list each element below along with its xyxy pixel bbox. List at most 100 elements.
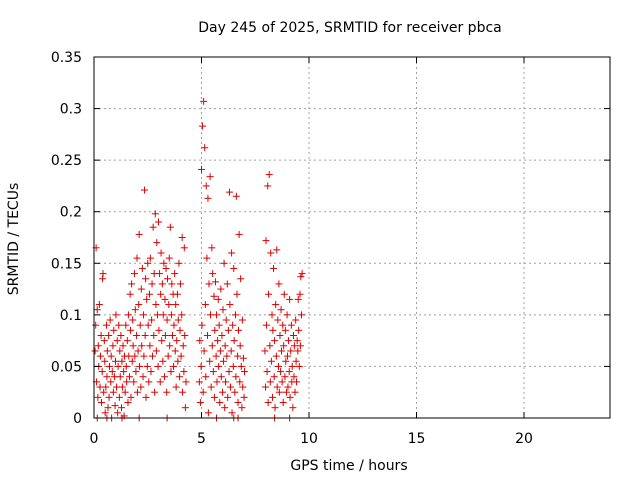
data-point — [105, 393, 113, 401]
data-point — [224, 393, 232, 401]
data-point — [218, 331, 226, 339]
data-point — [235, 230, 243, 238]
data-point — [210, 292, 218, 300]
data-point — [171, 347, 179, 355]
data-point — [129, 316, 137, 324]
grid-layer — [94, 57, 610, 418]
data-point — [125, 373, 133, 381]
data-point — [92, 321, 100, 329]
data-point — [168, 280, 176, 288]
data-point — [161, 331, 169, 339]
data-point — [262, 383, 270, 391]
data-point — [224, 326, 232, 334]
points-layer — [91, 97, 306, 422]
data-point — [202, 182, 210, 190]
data-point — [196, 399, 204, 407]
data-point — [204, 331, 212, 339]
data-point — [233, 290, 241, 298]
x-tick-label: 5 — [197, 431, 206, 447]
data-point — [238, 316, 246, 324]
data-point — [198, 321, 206, 329]
x-axis-label: GPS time / hours — [290, 458, 407, 474]
data-point — [138, 264, 146, 272]
data-point — [177, 352, 185, 360]
data-point — [148, 352, 156, 360]
data-point — [148, 280, 156, 288]
data-point — [101, 357, 109, 365]
data-point — [105, 362, 113, 370]
data-point — [292, 316, 300, 324]
data-point — [279, 321, 287, 329]
data-point — [266, 342, 274, 350]
data-point — [237, 275, 245, 283]
data-point — [205, 280, 213, 288]
data-point — [286, 393, 294, 401]
data-point — [221, 342, 229, 350]
data-point — [142, 393, 150, 401]
data-point — [127, 393, 135, 401]
data-point — [104, 404, 112, 412]
data-point — [284, 383, 292, 391]
data-point — [241, 368, 248, 376]
data-point — [157, 249, 165, 257]
data-point — [228, 249, 236, 257]
data-point — [108, 368, 116, 376]
data-point — [294, 295, 302, 303]
data-point — [179, 342, 187, 350]
plot-frame — [93, 56, 611, 419]
data-point — [136, 321, 144, 329]
data-point — [265, 171, 273, 179]
data-point — [153, 239, 161, 247]
data-point — [285, 368, 293, 376]
data-point — [137, 285, 145, 293]
data-point — [282, 388, 290, 396]
data-point — [161, 373, 169, 381]
data-point — [139, 311, 147, 319]
y-tick-label: 0.05 — [51, 359, 82, 375]
data-point — [201, 144, 209, 152]
data-point — [152, 347, 160, 355]
data-point — [289, 404, 297, 412]
data-point — [197, 362, 205, 370]
data-point — [94, 342, 102, 350]
data-point — [101, 409, 109, 417]
data-point — [270, 373, 278, 381]
data-point — [149, 223, 157, 231]
data-point — [180, 244, 188, 252]
data-point — [131, 306, 139, 314]
data-point — [146, 254, 154, 262]
data-point — [98, 399, 106, 407]
data-point — [133, 388, 141, 396]
data-point — [155, 218, 162, 226]
data-point — [134, 347, 142, 355]
data-point — [93, 306, 101, 314]
data-point — [214, 337, 222, 345]
data-point — [263, 368, 271, 376]
data-point — [173, 290, 181, 298]
data-point — [135, 301, 143, 309]
data-point — [267, 357, 275, 365]
data-point — [237, 362, 245, 370]
data-point — [182, 378, 190, 386]
data-point — [217, 373, 225, 381]
data-point — [95, 301, 103, 309]
data-point — [267, 249, 275, 257]
data-point — [174, 357, 182, 365]
data-point — [143, 295, 151, 303]
chart-title: Day 245 of 2025, SRMTID for receiver pbc… — [198, 20, 501, 36]
data-point — [132, 368, 140, 376]
data-point — [211, 278, 219, 286]
data-point — [176, 326, 184, 334]
data-point — [236, 342, 244, 350]
data-point — [128, 357, 136, 365]
data-point — [272, 301, 280, 309]
data-point — [171, 270, 179, 278]
data-point — [136, 362, 144, 370]
data-point — [118, 383, 126, 391]
data-point — [214, 295, 222, 303]
data-point — [135, 230, 143, 238]
data-point — [232, 192, 240, 200]
data-point — [144, 259, 152, 267]
data-point — [166, 223, 174, 231]
data-point — [270, 264, 278, 272]
